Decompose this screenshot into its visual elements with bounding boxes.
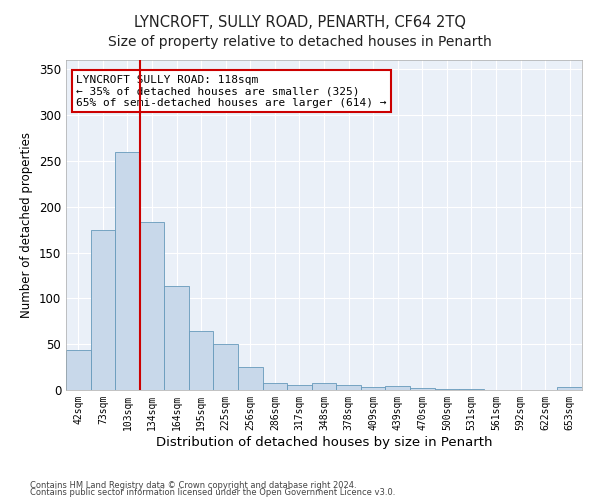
Bar: [164, 286, 189, 390]
Bar: [66, 350, 91, 390]
Bar: [385, 386, 410, 390]
Bar: [361, 387, 385, 390]
Y-axis label: Number of detached properties: Number of detached properties: [20, 132, 34, 318]
Bar: [312, 382, 336, 390]
Bar: [189, 332, 214, 390]
X-axis label: Distribution of detached houses by size in Penarth: Distribution of detached houses by size …: [156, 436, 492, 448]
Text: Contains public sector information licensed under the Open Government Licence v3: Contains public sector information licen…: [30, 488, 395, 497]
Text: LYNCROFT, SULLY ROAD, PENARTH, CF64 2TQ: LYNCROFT, SULLY ROAD, PENARTH, CF64 2TQ: [134, 15, 466, 30]
Bar: [140, 222, 164, 390]
Bar: [263, 382, 287, 390]
Bar: [434, 389, 459, 390]
Bar: [115, 152, 140, 390]
Bar: [336, 386, 361, 390]
Text: Size of property relative to detached houses in Penarth: Size of property relative to detached ho…: [108, 35, 492, 49]
Bar: [287, 384, 312, 390]
Bar: [459, 389, 484, 390]
Bar: [557, 387, 582, 390]
Text: LYNCROFT SULLY ROAD: 118sqm
← 35% of detached houses are smaller (325)
65% of se: LYNCROFT SULLY ROAD: 118sqm ← 35% of det…: [76, 75, 387, 108]
Text: Contains HM Land Registry data © Crown copyright and database right 2024.: Contains HM Land Registry data © Crown c…: [30, 480, 356, 490]
Bar: [410, 388, 434, 390]
Bar: [91, 230, 115, 390]
Bar: [214, 344, 238, 390]
Bar: [238, 367, 263, 390]
